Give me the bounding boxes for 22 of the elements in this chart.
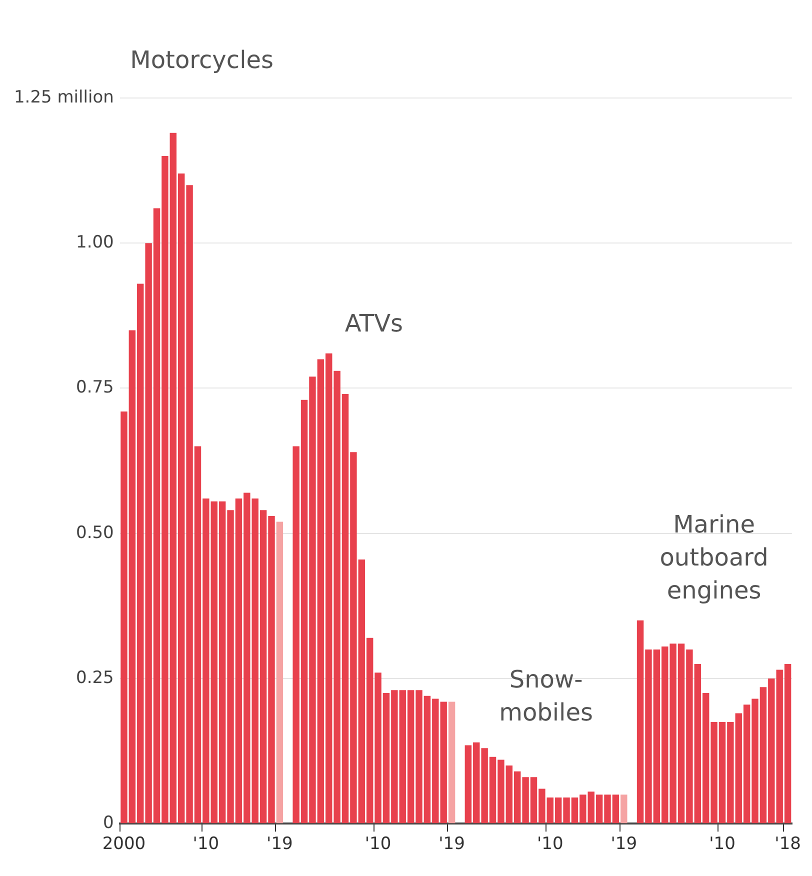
y-tick-label: 0.75 [76,378,114,398]
x-tick-label: '10 [709,834,736,854]
x-tick-label: '10 [192,834,220,854]
annotation: Marine outboard engines [660,510,768,604]
x-tick-label: '10 [364,834,392,854]
x-tick-label: '10 [536,834,564,854]
x-tick-label: 2000 [102,834,146,854]
x-tick-label: '19 [438,834,465,854]
x-tick-label: '19 [610,834,638,854]
y-tick-label: 0.50 [76,522,114,543]
bar [448,702,456,824]
y-tick-label: 0 [103,813,114,834]
annotation: Snow- mobiles [499,665,593,726]
text: Motorcycles [130,46,274,74]
y-tick-label: 0.25 [76,668,114,688]
bar [620,794,628,824]
x-tick-label: '18 [774,834,801,854]
y-tick-label: 1.25 million [14,87,114,108]
bar [276,522,284,824]
annotation: ATVs [344,309,404,338]
x-tick-label: '19 [266,834,293,854]
y-tick-label: 1.00 [76,232,114,253]
